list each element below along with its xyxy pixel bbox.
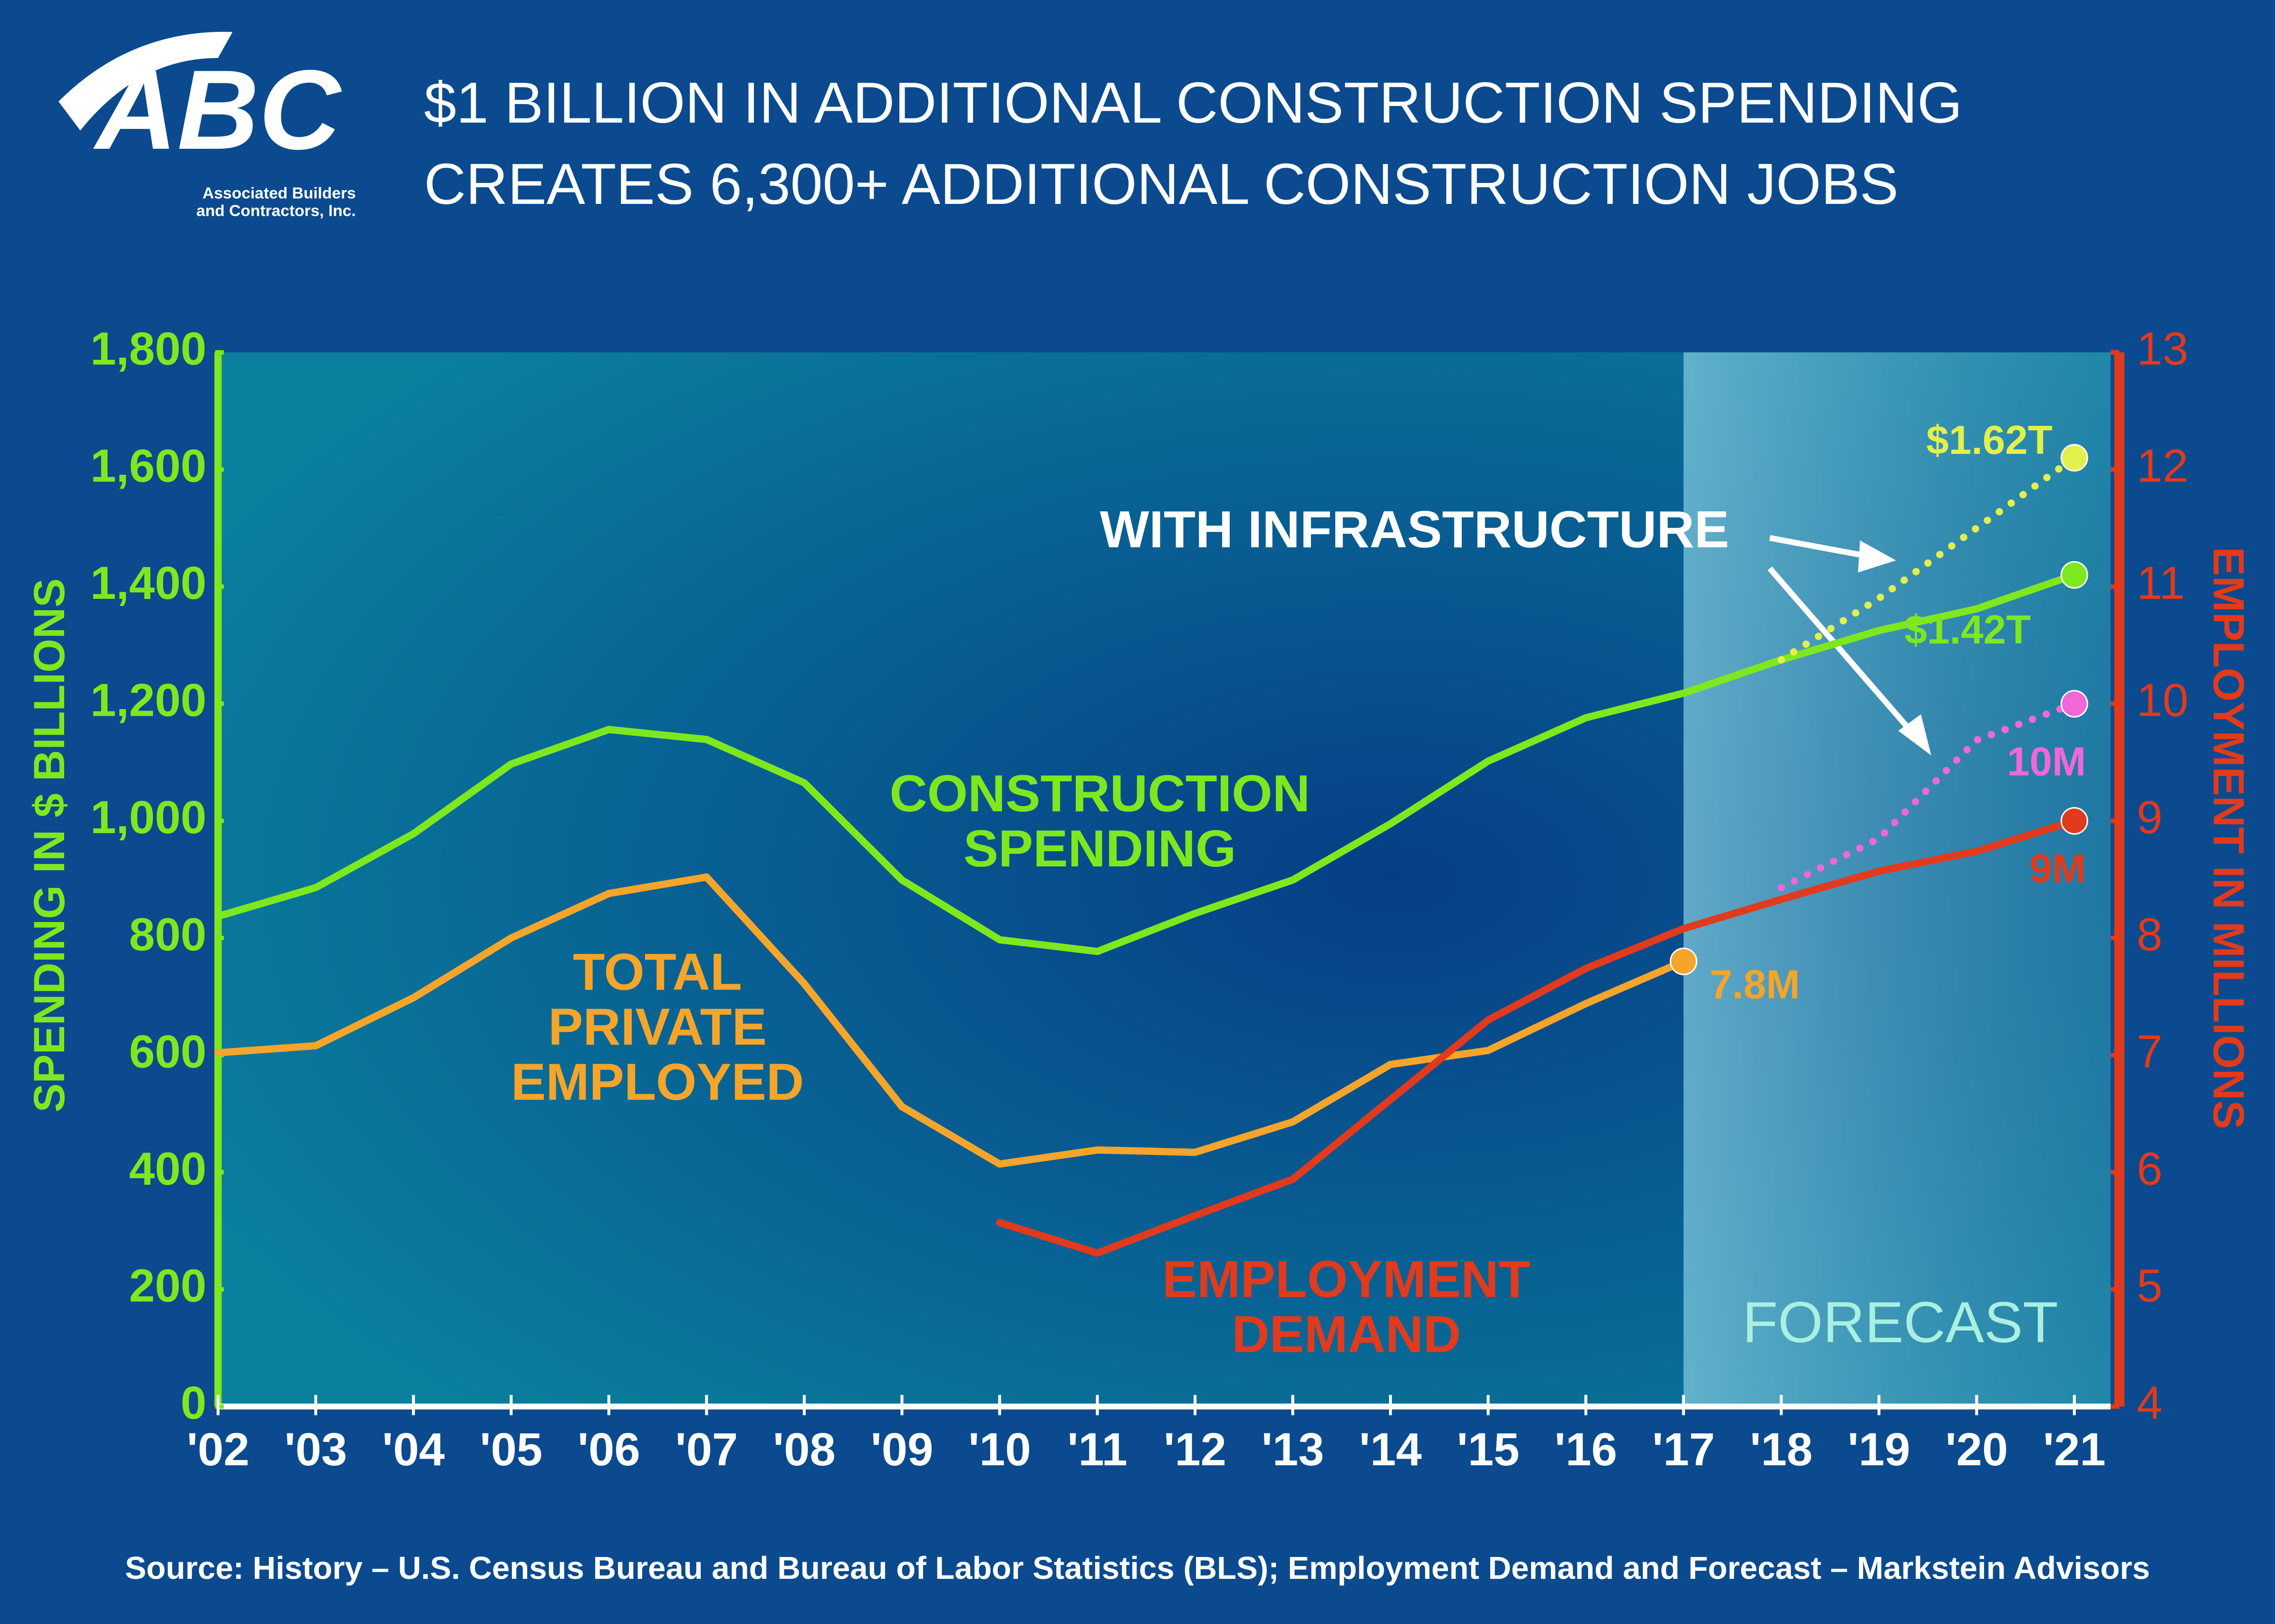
y-tick-label: 1,600	[90, 440, 206, 492]
y-tick-label: 1,200	[90, 674, 206, 726]
x-tick-label: '20	[1945, 1423, 2008, 1475]
y2-tick-label: 4	[2137, 1377, 2162, 1429]
x-tick-label: '10	[968, 1423, 1031, 1475]
x-tick-label: '21	[2043, 1423, 2106, 1475]
x-tick-label: '19	[1848, 1423, 1910, 1475]
y-tick-label: 800	[129, 908, 206, 960]
series-name: EMPLOYMENT	[1162, 1250, 1531, 1308]
series-line	[1777, 454, 2078, 663]
y-tick-label: 1,400	[90, 557, 206, 609]
x-tick-label: '02	[187, 1423, 250, 1475]
end-marker	[2060, 807, 2088, 835]
x-tick-label: '14	[1359, 1423, 1422, 1475]
forecast-region	[1683, 352, 2111, 1407]
series-line	[1777, 700, 2078, 892]
arrows	[1767, 535, 1931, 756]
logo-text: ABC	[93, 47, 342, 173]
value-label: $1.42T	[1904, 607, 2031, 653]
x-tick-label: '08	[773, 1423, 836, 1475]
x-tick-label: '18	[1750, 1423, 1812, 1475]
source: Source: History – U.S. Census Bureau and…	[125, 1550, 2150, 1586]
x-tick-label: '16	[1554, 1423, 1617, 1475]
y2-tick-label: 5	[2137, 1260, 2162, 1312]
y2-tick-label: 11	[2137, 557, 2185, 609]
x-tick-label: '11	[1067, 1423, 1127, 1475]
y-tick-label: 400	[129, 1143, 206, 1194]
y-axis-label: SPENDING IN $ BILLIONS	[25, 578, 74, 1113]
y-tick-label: 200	[129, 1260, 206, 1312]
x-tick-label: '04	[382, 1423, 445, 1475]
x-tick-label: '03	[284, 1423, 347, 1475]
y-tick-label: 1,000	[90, 791, 206, 843]
logo-subtitle: and Contractors, Inc.	[196, 202, 356, 220]
y2-tick-label: 12	[2137, 440, 2188, 492]
y2-tick-label: 10	[2137, 674, 2188, 726]
series-name: PRIVATE	[548, 998, 767, 1056]
series-line	[996, 817, 2078, 1257]
y2-tick-label: 9	[2137, 791, 2162, 843]
logo: ABC Associated Builders and Contractors,…	[58, 31, 356, 220]
x-tick-label: '07	[675, 1423, 738, 1475]
y2-tick-label: 7	[2137, 1026, 2162, 1077]
logo-subtitle: Associated Builders	[202, 185, 356, 202]
x-tick-label: '17	[1652, 1423, 1715, 1475]
y2-tick-label: 13	[2137, 323, 2188, 375]
x-tick-label: '06	[578, 1423, 640, 1475]
chart-title: $1 BILLION IN ADDITIONAL CONSTRUCTION SP…	[424, 70, 1962, 135]
series-name: WITH INFRASTRUCTURE	[1100, 501, 1729, 559]
x-tick-label: '05	[480, 1423, 542, 1475]
y2-axis-label: EMPLOYMENT IN MILLIONS	[2204, 547, 2253, 1129]
x-tick-label: '09	[871, 1423, 934, 1475]
x-tick-label: '12	[1164, 1423, 1226, 1475]
end-marker	[1669, 947, 1697, 975]
series-name: DEMAND	[1232, 1306, 1461, 1364]
x-tick-label: '15	[1457, 1423, 1520, 1475]
forecast-label: FORECAST	[1743, 1290, 2058, 1355]
value-label: 7.8M	[1710, 962, 1800, 1007]
chart-title: CREATES 6,300+ ADDITIONAL CONSTRUCTION J…	[424, 152, 1899, 216]
end-marker	[2060, 444, 2088, 472]
value-label: 10M	[2007, 739, 2086, 784]
y-tick-label: 1,800	[90, 323, 206, 375]
series-line	[214, 571, 2078, 955]
series-name: SPENDING	[964, 820, 1236, 878]
logo-flag	[58, 31, 233, 131]
end-marker	[2060, 561, 2088, 589]
y2-tick-label: 8	[2137, 908, 2162, 960]
y-tick-label: 0	[181, 1377, 206, 1429]
y-tick-label: 600	[129, 1026, 206, 1077]
series-name: EMPLOYED	[511, 1053, 804, 1111]
value-label: 9M	[2030, 846, 2086, 891]
value-label: $1.62T	[1926, 418, 2053, 463]
x-tick-label: '13	[1262, 1423, 1324, 1475]
series-name: CONSTRUCTION	[889, 765, 1310, 823]
y2-tick-label: 6	[2137, 1143, 2162, 1194]
end-marker	[2060, 690, 2088, 718]
series-name: TOTAL	[573, 943, 742, 1001]
